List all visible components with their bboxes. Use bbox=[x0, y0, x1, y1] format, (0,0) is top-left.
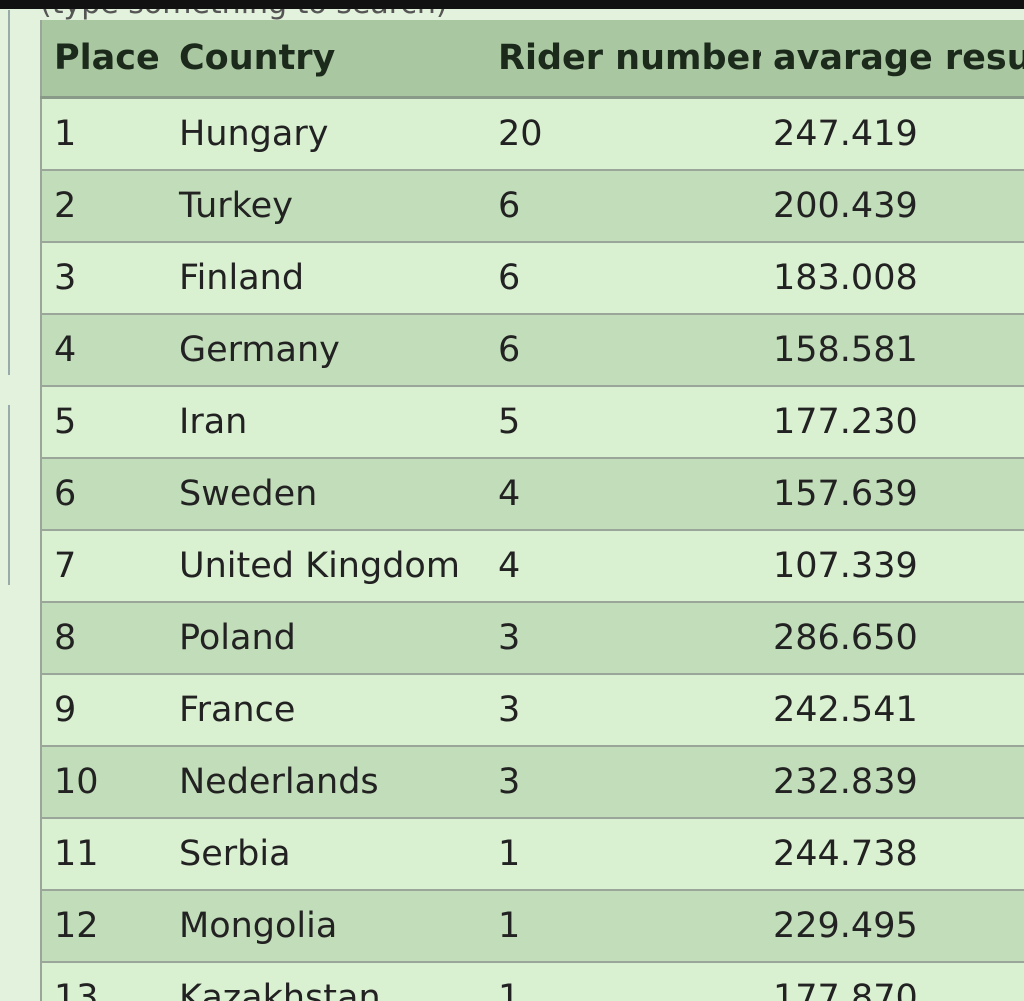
table-row: 2 Turkey 6 200.439 bbox=[40, 169, 1024, 242]
table-cell: 3 bbox=[40, 241, 167, 314]
table-row: 13 Kazakhstan 1 177.870 bbox=[40, 961, 1024, 1001]
table-cell: 1 bbox=[486, 889, 761, 962]
table-cell: 1 bbox=[486, 961, 761, 1001]
table-cell: 6 bbox=[486, 169, 761, 242]
table-cell: 242.541 bbox=[761, 673, 1024, 746]
side-panel bbox=[0, 405, 10, 585]
table-cell: 200.439 bbox=[761, 169, 1024, 242]
table-cell: Mongolia bbox=[167, 889, 486, 962]
table-cell: 7 bbox=[40, 529, 167, 602]
table-cell: Poland bbox=[167, 601, 486, 674]
table-cell: Germany bbox=[167, 313, 486, 386]
table-cell: 177.870 bbox=[761, 961, 1024, 1001]
table-row: 7 United Kingdom 4 107.339 bbox=[40, 529, 1024, 602]
table-cell: 183.008 bbox=[761, 241, 1024, 314]
column-header: avarage result bbox=[761, 20, 1024, 99]
table-row: 5 Iran 5 177.230 bbox=[40, 385, 1024, 458]
table-cell: 244.738 bbox=[761, 817, 1024, 890]
table-cell: 3 bbox=[486, 745, 761, 818]
table-row: 11 Serbia 1 244.738 bbox=[40, 817, 1024, 890]
table-cell: 10 bbox=[40, 745, 167, 818]
column-header: Country bbox=[167, 20, 486, 99]
table-cell: 6 bbox=[486, 241, 761, 314]
table-cell: 5 bbox=[40, 385, 167, 458]
table-cell: 11 bbox=[40, 817, 167, 890]
table-cell: 157.639 bbox=[761, 457, 1024, 530]
table-cell: 3 bbox=[486, 673, 761, 746]
table-cell: 3 bbox=[486, 601, 761, 674]
table-row: 9 France 3 242.541 bbox=[40, 673, 1024, 746]
table-cell: 158.581 bbox=[761, 313, 1024, 386]
table-cell: 229.495 bbox=[761, 889, 1024, 962]
table-row: 4 Germany 6 158.581 bbox=[40, 313, 1024, 386]
side-panel bbox=[0, 10, 10, 375]
table-row: 10 Nederlands 3 232.839 bbox=[40, 745, 1024, 818]
table-cell: 8 bbox=[40, 601, 167, 674]
table-cell: Hungary bbox=[167, 96, 486, 170]
table-cell: 286.650 bbox=[761, 601, 1024, 674]
table-cell: Finland bbox=[167, 241, 486, 314]
table-cell: Kazakhstan bbox=[167, 961, 486, 1001]
table-row: 1 Hungary 20 247.419 bbox=[40, 96, 1024, 170]
table-cell: Nederlands bbox=[167, 745, 486, 818]
table-cell: 6 bbox=[40, 457, 167, 530]
table-cell: 4 bbox=[486, 457, 761, 530]
table-cell: 2 bbox=[40, 169, 167, 242]
column-header: Rider number bbox=[486, 20, 761, 99]
table-cell: Serbia bbox=[167, 817, 486, 890]
table-cell: 1 bbox=[40, 96, 167, 170]
table-row: 8 Poland 3 286.650 bbox=[40, 601, 1024, 674]
table-row: 3 Finland 6 183.008 bbox=[40, 241, 1024, 314]
table-cell: 107.339 bbox=[761, 529, 1024, 602]
table-cell: 6 bbox=[486, 313, 761, 386]
table-cell: 232.839 bbox=[761, 745, 1024, 818]
table-row: 12 Mongolia 1 229.495 bbox=[40, 889, 1024, 962]
table-cell: Sweden bbox=[167, 457, 486, 530]
table-cell: 1 bbox=[486, 817, 761, 890]
table-cell: France bbox=[167, 673, 486, 746]
table-row: 6 Sweden 4 157.639 bbox=[40, 457, 1024, 530]
table-cell: 4 bbox=[40, 313, 167, 386]
table-cell: 5 bbox=[486, 385, 761, 458]
table-cell: 12 bbox=[40, 889, 167, 962]
table-cell: United Kingdom bbox=[167, 529, 486, 602]
table-cell: 13 bbox=[40, 961, 167, 1001]
column-header: Place bbox=[40, 20, 167, 99]
top-bar bbox=[0, 0, 1024, 9]
table-cell: 247.419 bbox=[761, 96, 1024, 170]
table-cell: 9 bbox=[40, 673, 167, 746]
table-cell: Iran bbox=[167, 385, 486, 458]
table-cell: 177.230 bbox=[761, 385, 1024, 458]
table-cell: 4 bbox=[486, 529, 761, 602]
table-cell: Turkey bbox=[167, 169, 486, 242]
table-cell: 20 bbox=[486, 96, 761, 170]
